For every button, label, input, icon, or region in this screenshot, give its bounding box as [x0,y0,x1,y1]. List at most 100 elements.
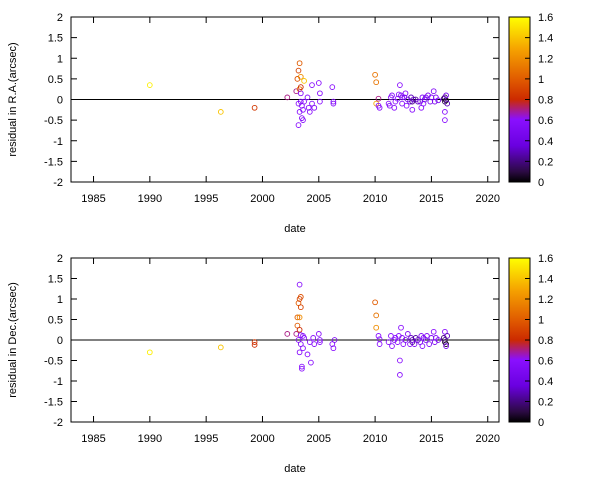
colorbar-tick-label: 0.6 [538,356,553,368]
data-point [315,80,322,86]
data-point [315,331,322,337]
data-point [398,324,404,331]
data-point [297,84,304,90]
x-tick-label: 2000 [250,193,274,205]
colorbar-tick-label: 0 [538,417,544,429]
y-tick-label: 1.5 [48,33,63,45]
colorbar-tick-label: 0.2 [538,397,553,409]
data-point [295,122,302,128]
data-point [306,339,313,345]
y-tick-label: -0.5 [44,356,63,368]
data-point [296,349,303,356]
colorbar-tick-label: 1.6 [538,12,553,24]
data-point [397,82,403,88]
data-point [295,67,302,74]
data-point [300,117,306,123]
x-tick-label: 2015 [419,193,443,205]
data-point [402,337,409,343]
x-tick-label: 1995 [194,433,218,445]
data-point [309,82,315,88]
data-point [403,102,410,109]
data-point [251,339,258,345]
data-point [389,92,395,99]
data-point [309,100,315,107]
y-tick-label: 0.5 [48,315,63,327]
data-point [311,341,318,347]
data-point [330,98,337,105]
data-point [217,109,224,115]
x-tick-label: 2010 [363,433,387,445]
colorbar-tick-label: 1.4 [538,274,553,286]
data-point [305,104,312,111]
data-point [317,98,323,105]
data-point [295,337,302,343]
data-point [385,339,392,345]
y-tick-label: 1 [57,294,63,306]
y-tick-label: -2 [53,417,63,429]
y-tick-label: 1 [57,53,63,65]
data-point [386,102,393,109]
x-tick-label: 2020 [475,433,499,445]
colorbar-tick-label: 1.6 [538,253,553,265]
data-point [388,333,394,339]
data-point [297,294,304,300]
data-point [394,339,401,345]
x-tick-label: 1985 [81,433,105,445]
data-point [443,341,449,347]
data-point [297,304,304,311]
data-point [435,337,442,343]
data-point [301,335,307,341]
data-point [311,104,318,111]
data-point [375,95,382,102]
data-point [301,98,307,105]
data-point [376,341,383,347]
chart-panel-1: -2 -1.5 -1 -0.5 0 0.5 1 1.5 2 1985 1990 1995 2000 200… [7,12,553,235]
data-point [415,98,421,105]
data-point [424,333,430,339]
colorbar-tick-label: 1.4 [538,33,553,45]
data-point [284,94,291,101]
data-point [300,345,306,352]
x-tick-label: 2015 [419,433,443,445]
y-tick-label: -1 [53,376,63,388]
x-axis-label: date [284,223,305,235]
data-point [284,331,291,337]
data-point [251,104,258,111]
data-point [330,100,337,107]
data-point [373,79,380,86]
data-point [399,100,405,107]
x-axis-label: date [284,463,305,475]
data-point [443,343,449,349]
y-tick-label: 2 [57,253,63,265]
data-point [422,337,429,343]
data-point [442,117,448,123]
data-point [310,335,317,341]
data-point [444,100,451,107]
data-point [372,71,378,78]
colorbar-tick-label: 0.8 [538,335,553,347]
y-axis-label: residual in R.A.(arcsec) [7,42,19,156]
data-point [294,314,301,321]
data-point [442,328,448,335]
x-tick-label: 1990 [138,433,162,445]
x-tick-label: 1985 [81,193,105,205]
data-point [293,331,300,337]
data-point [304,94,311,101]
data-point [317,337,323,343]
colorbar-tick-label: 1 [538,315,544,327]
y-tick-label: 1.5 [48,274,63,286]
data-point [444,333,451,339]
data-point [297,73,304,80]
data-point [373,324,380,331]
data-point [297,98,304,105]
data-point [391,104,398,111]
colorbar-tick-label: 1.2 [538,294,553,306]
colorbar-tick-label: 0.2 [538,156,553,168]
data-point [306,109,313,115]
data-point [419,343,426,349]
chart-panel-2: -2 -1.5 -1 -0.5 0 0.5 1 1.5 2 1985 1990 1995 2000 200… [7,253,553,475]
data-point [410,96,417,103]
y-tick-label: -0.5 [44,115,63,127]
data-point [442,109,448,115]
